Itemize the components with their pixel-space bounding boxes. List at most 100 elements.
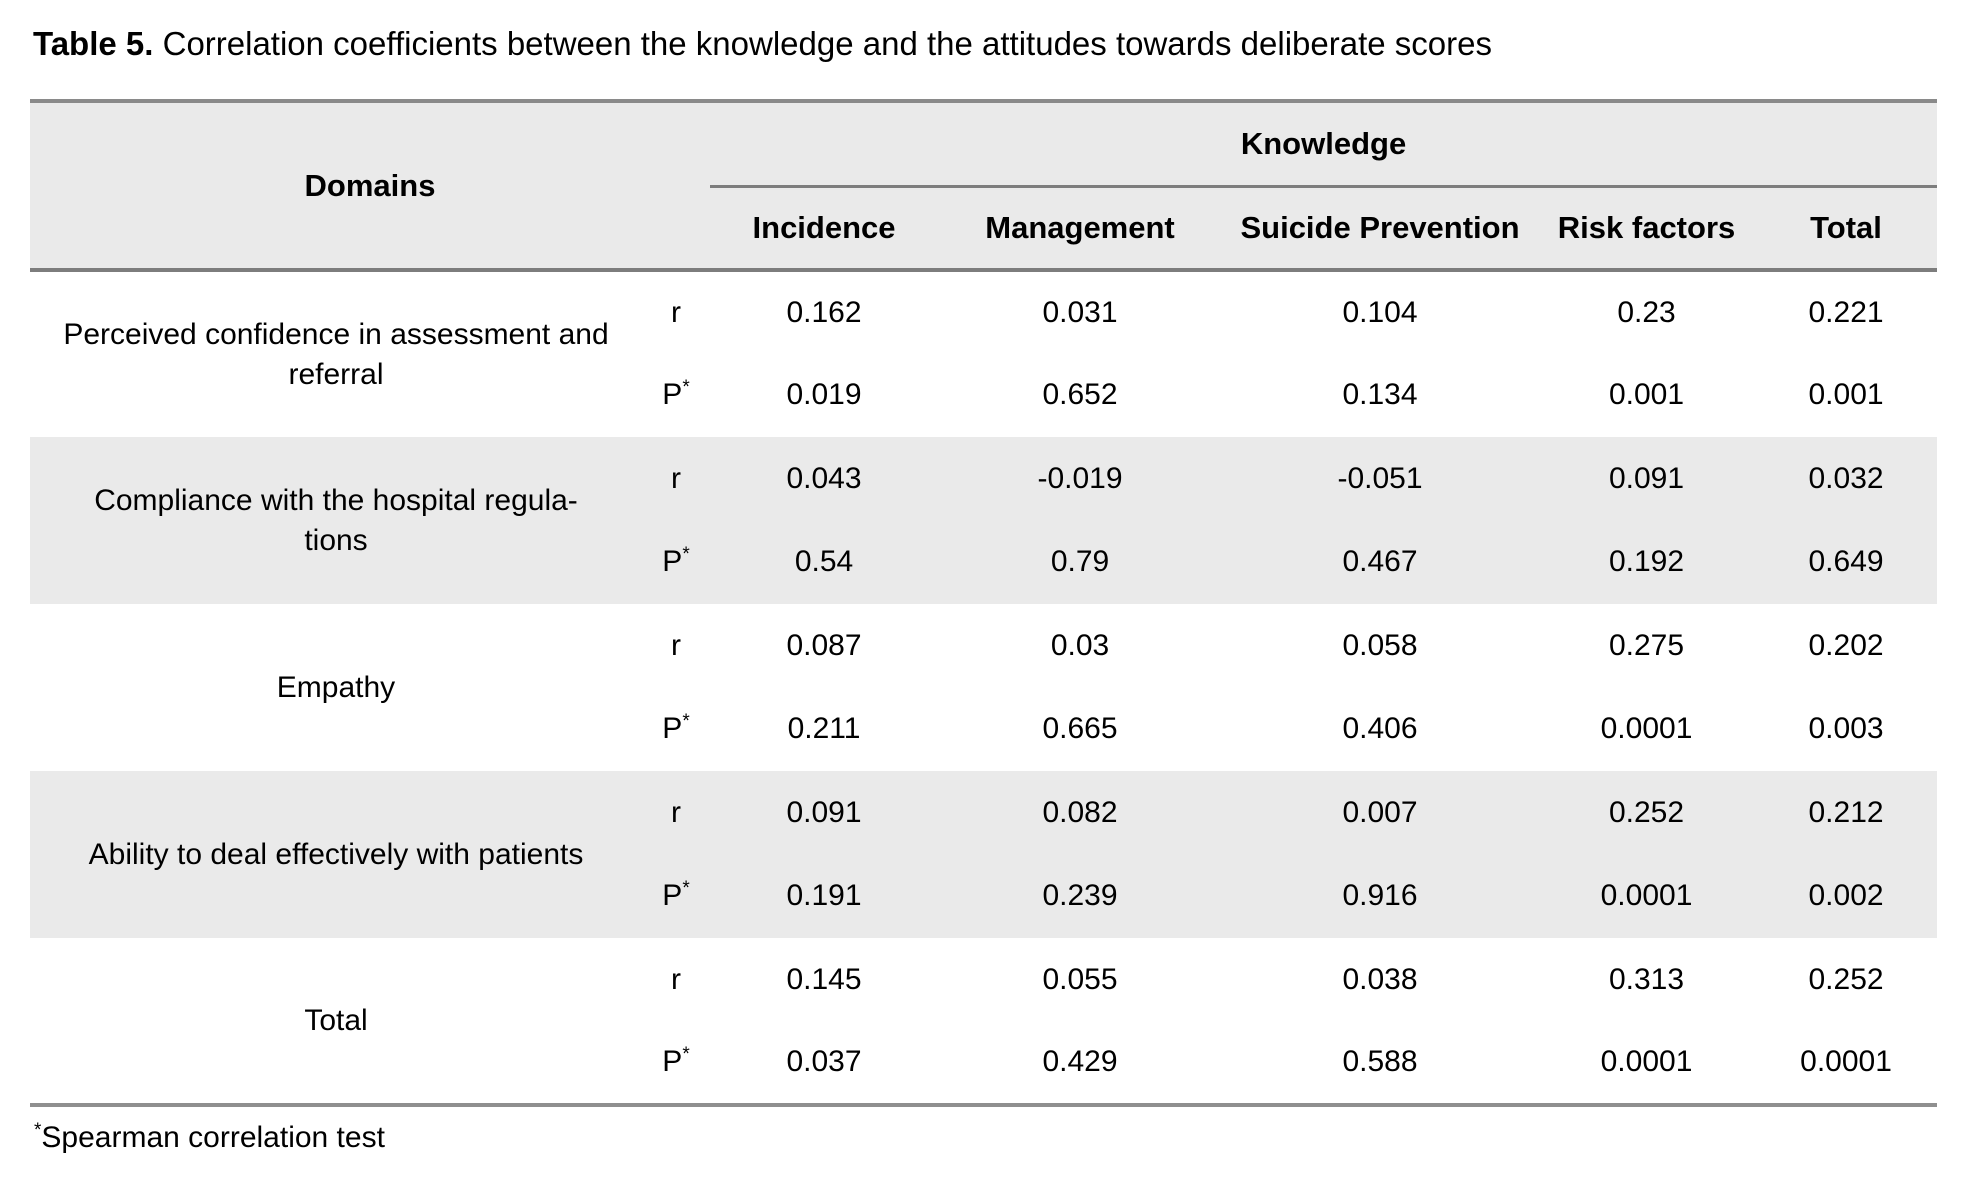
value-cell: 0.275 bbox=[1608, 628, 1685, 662]
value-cell: -0.051 bbox=[1222, 437, 1539, 521]
domain-cell: Ability to deal effectively with patient… bbox=[30, 771, 642, 938]
asterisk: * bbox=[682, 377, 690, 399]
table-caption: Table 5. Correlation coefficients betwee… bbox=[33, 24, 1492, 64]
value-cell: 0.916 bbox=[1222, 854, 1539, 938]
value-cell: 0.665 bbox=[1042, 712, 1118, 746]
value-cell: 0.032 bbox=[1755, 437, 1938, 521]
value-cell: 0.134 bbox=[1342, 378, 1418, 412]
value-cell: 0.649 bbox=[1755, 520, 1938, 604]
value-cell: 0.03 bbox=[1050, 628, 1110, 662]
value-cell: -0.019 bbox=[938, 437, 1223, 521]
value-cell: 0.082 bbox=[938, 771, 1223, 855]
asterisk: * bbox=[682, 544, 690, 566]
value-cell: 0.239 bbox=[938, 854, 1223, 938]
table-row: Perceived confidence in assessment and r… bbox=[30, 270, 1937, 391]
value-cell: 0.467 bbox=[1222, 520, 1539, 604]
domain-cell: Empathy bbox=[276, 670, 396, 704]
value-cell: 0.202 bbox=[1808, 628, 1884, 662]
col-header-domains: Domains bbox=[30, 101, 711, 272]
col-header-incidence: Incidence bbox=[710, 186, 939, 272]
asterisk: * bbox=[682, 711, 690, 733]
stat-label-p: P* bbox=[642, 854, 711, 938]
footnote: *Spearman correlation test bbox=[34, 1121, 385, 1155]
col-header-knowledge: Knowledge bbox=[710, 101, 1938, 188]
table-row: P* 0.54 0.79 0.467 0.192 0.649 bbox=[30, 520, 1938, 604]
value-cell: 0.191 bbox=[710, 854, 939, 938]
value-cell: 0.23 bbox=[1617, 295, 1676, 329]
stat-label-p: P* bbox=[642, 520, 711, 604]
domain-cell: Compliance with the hospital regula- tio… bbox=[30, 437, 642, 604]
asterisk: * bbox=[682, 1044, 690, 1066]
value-cell: 0.162 bbox=[786, 295, 862, 329]
value-cell: 0.429 bbox=[1042, 1045, 1118, 1079]
value-cell: 0.007 bbox=[1222, 771, 1539, 855]
value-cell: 0.001 bbox=[1808, 378, 1884, 412]
value-cell: 0.192 bbox=[1538, 520, 1756, 604]
value-cell: 0.221 bbox=[1808, 295, 1884, 329]
value-cell: 0.043 bbox=[710, 437, 939, 521]
stat-label-r: r bbox=[671, 295, 681, 329]
table-header: Domains Knowledge Incidence Management S… bbox=[30, 101, 1938, 272]
table-row: P* 0.191 0.239 0.916 0.0001 0.002 bbox=[30, 854, 1938, 938]
asterisk: * bbox=[682, 878, 690, 900]
stat-label-r: r bbox=[671, 962, 681, 996]
value-cell: 0.031 bbox=[1042, 295, 1118, 329]
value-cell: 0.0001 bbox=[1600, 1045, 1693, 1079]
col-header-suicide-prevention: Suicide Prevention bbox=[1222, 186, 1539, 272]
value-cell: 0.0001 bbox=[1800, 1045, 1892, 1079]
footnote-asterisk: * bbox=[34, 1120, 42, 1141]
value-cell: 0.055 bbox=[1042, 962, 1118, 996]
stat-label-p: P* bbox=[642, 354, 710, 438]
value-cell: 0.038 bbox=[1342, 962, 1418, 996]
value-cell: 0.087 bbox=[786, 628, 862, 662]
value-cell: 0.145 bbox=[786, 962, 862, 996]
value-cell: 0.037 bbox=[786, 1045, 862, 1079]
table-caption-text: Correlation coefficients between the kno… bbox=[153, 25, 1492, 62]
stat-label-p: P* bbox=[642, 1022, 710, 1106]
table-row: P* 0.019 0.652 0.134 0.001 0.001 bbox=[30, 354, 1937, 438]
p-label: P bbox=[662, 378, 683, 412]
header-row-subcolumns: Incidence Management Suicide Prevention … bbox=[30, 186, 1938, 272]
table-row: Total r 0.145 0.055 0.038 0.313 0.252 bbox=[30, 938, 1937, 1037]
value-cell: 0.091 bbox=[1538, 437, 1756, 521]
value-cell: 0.019 bbox=[786, 378, 862, 412]
stat-label-p: P* bbox=[642, 688, 710, 772]
table-row: P* 0.037 0.429 0.588 0.0001 0.0001 bbox=[30, 1022, 1937, 1106]
stat-label-r: r bbox=[671, 628, 681, 662]
value-cell: 0.0001 bbox=[1538, 854, 1756, 938]
col-header-risk-factors: Risk factors bbox=[1538, 186, 1756, 272]
value-cell: 0.211 bbox=[787, 712, 861, 746]
domain-cell: Perceived confidence in assessment and r… bbox=[63, 317, 609, 391]
value-cell: 0.652 bbox=[1042, 378, 1118, 412]
p-label: P bbox=[662, 1045, 683, 1079]
table-row: Empathy r 0.087 0.03 0.058 0.275 0.202 bbox=[30, 604, 1937, 704]
value-cell: 0.002 bbox=[1755, 854, 1938, 938]
domain-cell: Total bbox=[304, 1003, 368, 1037]
value-cell: 0.54 bbox=[710, 520, 939, 604]
stat-label-r: r bbox=[642, 771, 711, 855]
footnote-text: Spearman correlation test bbox=[41, 1121, 385, 1154]
header-row-group: Domains Knowledge bbox=[30, 101, 1938, 272]
stat-label-r: r bbox=[642, 437, 711, 521]
p-label: P bbox=[662, 712, 683, 746]
table-caption-label: Table 5. bbox=[33, 25, 154, 62]
col-header-total: Total bbox=[1755, 186, 1938, 272]
value-cell: 0.406 bbox=[1342, 712, 1418, 746]
value-cell: 0.104 bbox=[1342, 295, 1418, 329]
value-cell: 0.79 bbox=[938, 520, 1223, 604]
value-cell: 0.003 bbox=[1808, 712, 1884, 746]
col-header-management: Management bbox=[938, 186, 1223, 272]
correlation-table: Domains Knowledge Incidence Management S… bbox=[30, 99, 1938, 1107]
value-cell: 0.058 bbox=[1342, 628, 1418, 662]
value-cell: 0.252 bbox=[1538, 771, 1756, 855]
value-cell: 0.313 bbox=[1608, 962, 1685, 996]
value-cell: 0.091 bbox=[710, 771, 939, 855]
table-row: Compliance with the hospital regula- tio… bbox=[30, 437, 1938, 604]
value-cell: 0.001 bbox=[1608, 378, 1685, 412]
value-cell: 0.0001 bbox=[1600, 712, 1693, 746]
table-row: P* 0.211 0.665 0.406 0.0001 0.003 bbox=[30, 688, 1937, 772]
p-label: P bbox=[662, 545, 683, 579]
value-cell: 0.588 bbox=[1342, 1045, 1418, 1079]
value-cell: 0.252 bbox=[1808, 962, 1884, 996]
